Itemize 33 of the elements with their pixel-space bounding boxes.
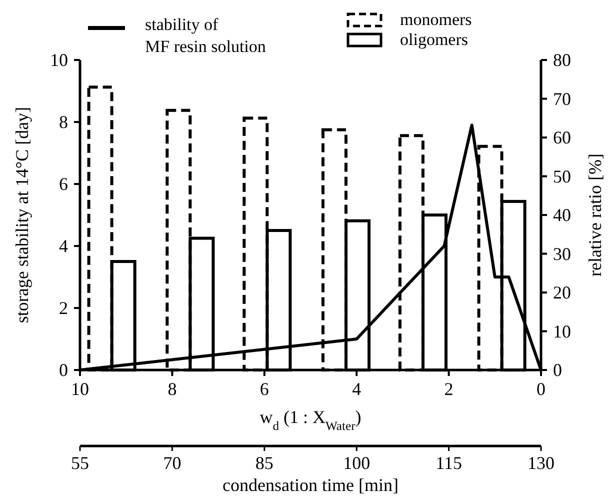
y2-tick-label: 20 — [553, 282, 571, 302]
y2-tick-label: 70 — [553, 88, 571, 109]
y-axis-title: storage stability at 14°C [day] — [12, 106, 32, 324]
x2-tick-label: 115 — [436, 453, 462, 473]
y2-axis-title: relative ratio [%] — [585, 154, 605, 276]
y2-tick-label: 10 — [553, 321, 571, 342]
x-tick-label: 8 — [168, 379, 177, 399]
y-tick-label: 10 — [50, 50, 68, 70]
x-tick-label: 4 — [352, 379, 362, 399]
x-tick-label: 0 — [536, 379, 546, 399]
x-tick-label: 6 — [260, 379, 269, 399]
y-tick-label: 0 — [59, 360, 68, 380]
y2-tick-label: 40 — [553, 205, 571, 225]
x-tick-label: 2 — [444, 379, 454, 399]
y-tick-label: 8 — [59, 112, 68, 132]
y-tick-label: 6 — [59, 174, 68, 194]
x2-tick-label: 100 — [343, 453, 370, 473]
legend-label: oligomers — [400, 30, 468, 49]
y2-tick-label: 0 — [553, 360, 562, 380]
legend-label: stability of MF resin solution — [145, 15, 266, 56]
x2-axis-title: condensation time [min] — [222, 475, 398, 495]
x2-tick-label: 55 — [71, 453, 89, 473]
y2-tick-label: 60 — [553, 128, 571, 148]
y2-tick-label: 80 — [553, 50, 571, 70]
y2-tick-label: 50 — [553, 166, 571, 186]
legend-label: monomers — [400, 10, 472, 29]
x2-tick-label: 130 — [528, 453, 554, 473]
x2-tick-label: 70 — [163, 453, 182, 473]
y2-tick-label: 30 — [553, 244, 571, 264]
y-tick-label: 4 — [59, 236, 68, 256]
y-tick-label: 2 — [59, 298, 68, 318]
x2-tick-label: 85 — [255, 453, 274, 473]
x-axis-title: w$_{d}$ (1 : X$_{Water}$) — [260, 407, 362, 433]
